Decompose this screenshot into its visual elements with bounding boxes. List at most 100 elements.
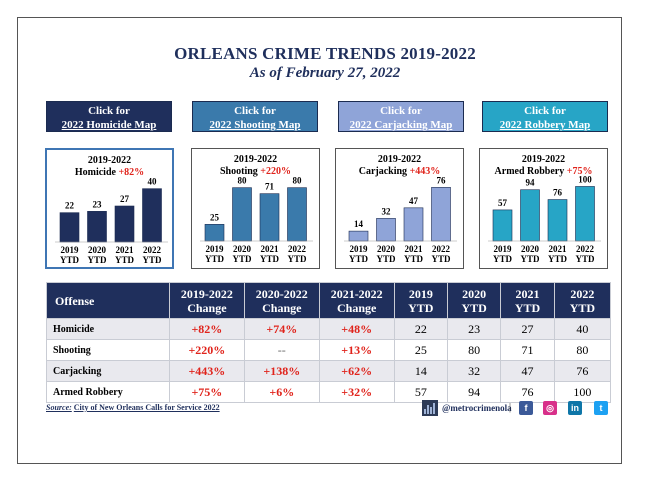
ytd-cell: 32 <box>446 360 502 382</box>
chart-bar <box>142 188 162 243</box>
chart-bar <box>575 186 595 242</box>
category-label: 2020 <box>377 244 396 254</box>
twitter-icon[interactable]: t <box>594 401 608 415</box>
shooting-map-button[interactable]: Click for 2022 Shooting Map <box>192 101 318 132</box>
chart-bar <box>114 205 135 243</box>
change-cell: +138% <box>243 360 320 382</box>
ytd-cell: 80 <box>446 339 502 361</box>
ytd-cell: 76 <box>553 360 612 382</box>
bar-value-label: 23 <box>93 199 103 209</box>
category-label: 2022 <box>432 244 451 254</box>
button-line1: Click for <box>524 105 566 117</box>
chart-bar <box>547 199 568 242</box>
source-link[interactable]: City of New Orleans Calls for Service 20… <box>73 403 220 412</box>
bar-value-label: 80 <box>238 176 248 186</box>
linkedin-icon[interactable]: in <box>568 401 582 415</box>
category-label: 2019 <box>206 244 225 254</box>
column-header: 2022 YTD <box>553 282 612 319</box>
bar-value-label: 40 <box>148 177 158 187</box>
column-header: Offense <box>46 282 170 319</box>
column-header: 2019-2022 Change <box>168 282 245 319</box>
category-label: YTD <box>520 254 540 264</box>
chart-title: 2019-2022 <box>233 154 278 165</box>
category-label: 2021 <box>116 245 135 255</box>
bar-value-label: 25 <box>210 212 220 222</box>
chart-bar <box>232 187 252 242</box>
category-label: 2019 <box>494 244 513 254</box>
bar-value-label: 22 <box>65 201 75 211</box>
chart-heading: 2019-2022 Carjacking +443% <box>336 154 463 178</box>
button-line2: 2022 Carjacking Map <box>349 119 453 131</box>
homicide-map-button[interactable]: Click for 2022 Homicide Map <box>46 101 172 132</box>
category-label: YTD <box>142 255 162 265</box>
chart-pct: +443% <box>409 166 441 177</box>
change-cell: -- <box>243 339 320 361</box>
bar-value-label: 27 <box>120 194 130 204</box>
chart-heading: 2019-2022 Armed Robbery +75% <box>480 154 607 178</box>
category-label: YTD <box>548 254 568 264</box>
category-label: YTD <box>287 254 307 264</box>
category-label: 2019 <box>350 244 369 254</box>
chart-label: Shooting <box>220 166 258 177</box>
carjacking-map-button[interactable]: Click for 2022 Carjacking Map <box>338 101 464 132</box>
change-cell: +32% <box>318 381 395 403</box>
category-label: YTD <box>404 254 424 264</box>
chart-title: 2019-2022 <box>521 154 566 165</box>
chart-bar <box>204 224 225 242</box>
bar-value-label: 71 <box>265 182 275 192</box>
ytd-cell: 71 <box>500 339 555 361</box>
ytd-cell: 80 <box>553 339 612 361</box>
table-header-row: Offense 2019-2022 Change 2020-2022 Change … <box>46 282 612 319</box>
robbery-map-button[interactable]: Click for 2022 Robbery Map <box>482 101 608 132</box>
column-header: 2021 YTD <box>500 282 555 319</box>
change-cell: +48% <box>318 318 395 340</box>
instagram-icon[interactable]: ◎ <box>543 401 557 415</box>
chart-label: Carjacking <box>358 166 408 177</box>
robbery-chart-panel: 2019-2022 Armed Robbery +75% 57 2019 YTD 94… <box>479 148 608 269</box>
chart-bar <box>376 218 396 242</box>
button-line1: Click for <box>380 105 422 117</box>
chart-bar <box>520 189 540 242</box>
ytd-cell: 94 <box>446 381 502 403</box>
bar-value-label: 94 <box>526 178 536 188</box>
category-label: YTD <box>205 254 225 264</box>
change-cell: +6% <box>243 381 320 403</box>
bar-value-label: 76 <box>437 175 447 185</box>
table-row: Homicide +82% +74% +48% 22 23 27 40 <box>46 318 612 340</box>
ytd-cell: 22 <box>393 318 449 340</box>
button-line2: 2022 Robbery Map <box>499 119 591 131</box>
chart-bar <box>403 207 424 242</box>
social-handle[interactable]: @metrocrimenola <box>442 403 512 413</box>
chart-heading: 2019-2022 Homicide +82% <box>47 155 172 179</box>
bar-value-label: 47 <box>409 196 419 206</box>
bar-value-label: 32 <box>382 206 392 216</box>
change-cell: +74% <box>243 318 320 340</box>
separator: | <box>509 402 512 413</box>
chart-bar <box>259 193 280 242</box>
category-label: 2020 <box>521 244 540 254</box>
ytd-cell: 76 <box>500 381 555 403</box>
carjacking-chart-panel: 2019-2022 Carjacking +443% 14 2019 YTD 32 20… <box>335 148 464 269</box>
offense-cell: Shooting <box>46 339 170 361</box>
category-label: YTD <box>87 255 107 265</box>
chart-heading: 2019-2022 Shooting +220% <box>192 154 319 178</box>
button-line2: 2022 Homicide Map <box>61 119 157 131</box>
chart-bar <box>287 187 307 242</box>
facebook-icon[interactable]: f <box>519 401 533 415</box>
category-label: 2021 <box>549 244 568 254</box>
ytd-cell: 14 <box>393 360 449 382</box>
chart-pct: +75% <box>566 166 593 177</box>
page-frame <box>17 17 622 464</box>
column-header: 2020 YTD <box>446 282 502 319</box>
change-cell: +62% <box>318 360 395 382</box>
homicide-chart-panel: 2019-2022 Homicide +82% 22 2019 YTD 23 2020 Y… <box>45 148 174 269</box>
chart-bar <box>431 187 451 242</box>
chart-pct: +220% <box>260 166 291 177</box>
category-label: YTD <box>260 254 280 264</box>
column-header: 2020-2022 Change <box>243 282 320 319</box>
category-label: 2022 <box>288 244 307 254</box>
ytd-cell: 27 <box>500 318 555 340</box>
button-line1: Click for <box>88 105 130 117</box>
change-cell: +443% <box>168 360 245 382</box>
